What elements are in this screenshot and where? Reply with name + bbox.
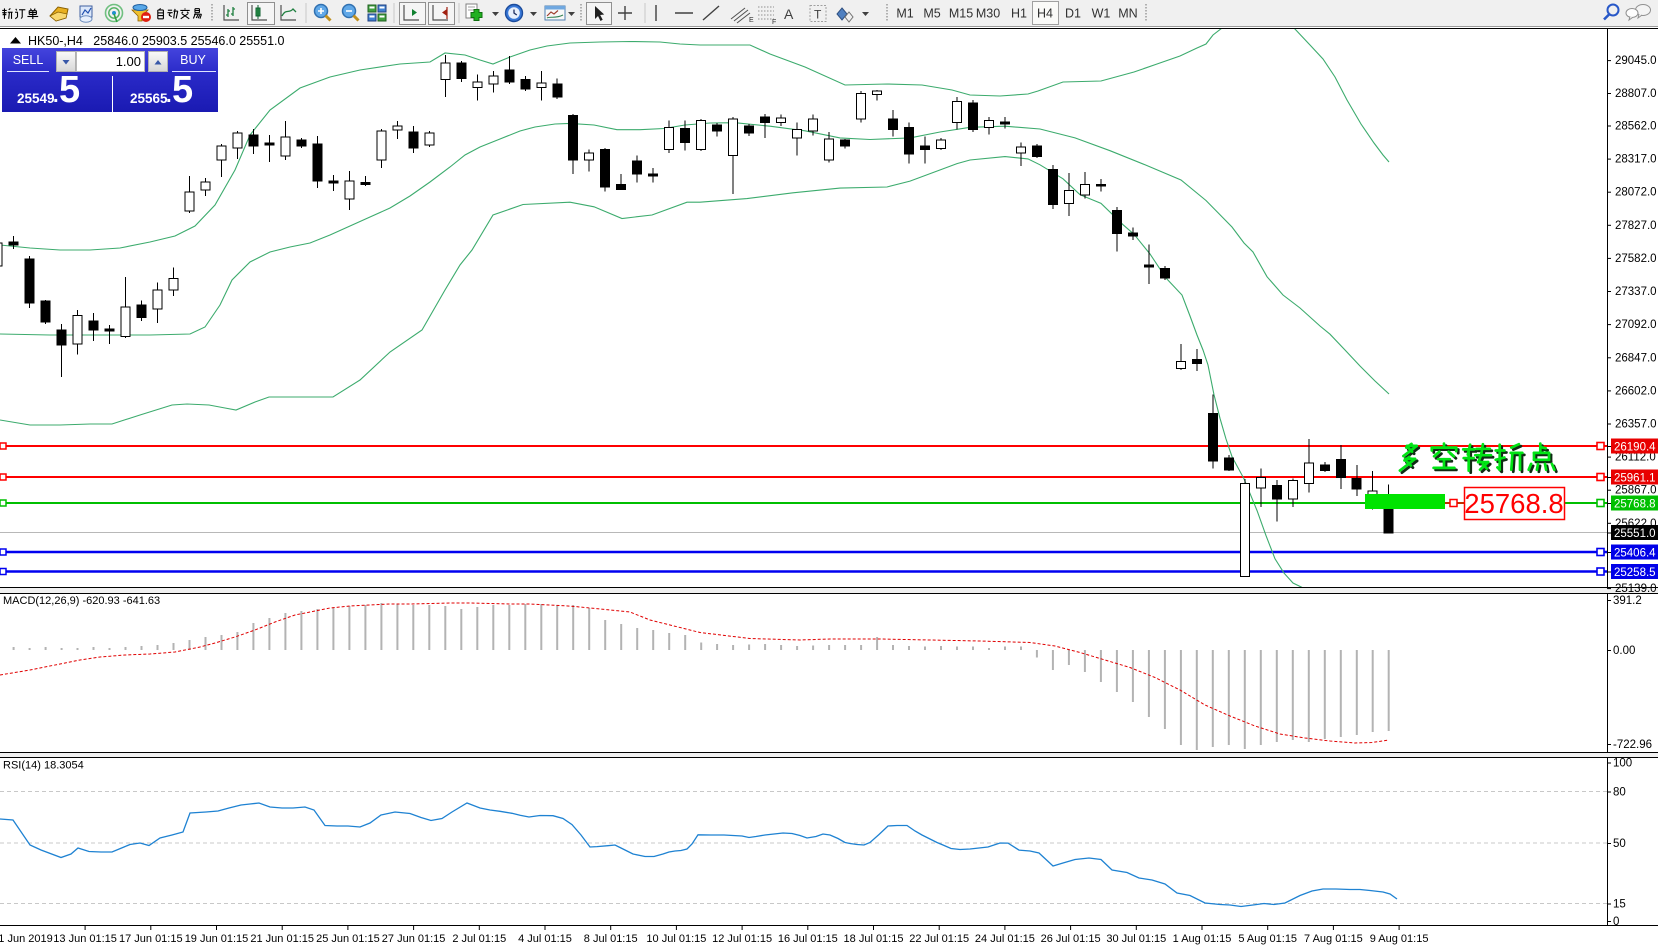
svg-text:26112.0: 26112.0: [1615, 452, 1656, 464]
svg-text:25406.4: 25406.4: [1614, 548, 1656, 560]
svg-text:28072.0: 28072.0: [1615, 187, 1657, 199]
svg-text:8 Jul 01:15: 8 Jul 01:15: [584, 933, 638, 945]
svg-text:E: E: [749, 17, 754, 24]
svg-text:M1: M1: [896, 7, 913, 21]
svg-text:25768.8: 25768.8: [1464, 488, 1563, 519]
svg-text:16 Jul 01:15: 16 Jul 01:15: [778, 933, 838, 945]
svg-text:MN: MN: [1118, 7, 1137, 21]
svg-text:25551.0: 25551.0: [1614, 528, 1656, 540]
svg-text:2 Jul 01:15: 2 Jul 01:15: [452, 933, 506, 945]
svg-text:22 Jul 01:15: 22 Jul 01:15: [909, 933, 969, 945]
svg-text:T: T: [814, 8, 822, 22]
svg-text:25258.5: 25258.5: [1614, 567, 1656, 579]
svg-text:11 Jun 2019: 11 Jun 2019: [0, 933, 53, 945]
svg-text:W1: W1: [1092, 7, 1111, 21]
svg-text:30 Jul 01:15: 30 Jul 01:15: [1106, 933, 1166, 945]
svg-text:26602.0: 26602.0: [1615, 385, 1657, 397]
svg-text:10 Jul 01:15: 10 Jul 01:15: [646, 933, 706, 945]
svg-text:12 Jul 01:15: 12 Jul 01:15: [712, 933, 772, 945]
svg-text:21 Jun 01:15: 21 Jun 01:15: [250, 933, 314, 945]
svg-text:27092.0: 27092.0: [1615, 319, 1657, 331]
svg-text:27582.0: 27582.0: [1615, 253, 1657, 265]
svg-text:19 Jun 01:15: 19 Jun 01:15: [185, 933, 249, 945]
svg-text:50: 50: [1613, 838, 1626, 850]
svg-text:4 Jul 01:15: 4 Jul 01:15: [518, 933, 572, 945]
svg-text:80: 80: [1613, 787, 1626, 799]
svg-text:27 Jun 01:15: 27 Jun 01:15: [382, 933, 446, 945]
svg-text:26357.0: 26357.0: [1615, 419, 1657, 431]
svg-text:26847.0: 26847.0: [1615, 352, 1657, 364]
svg-text:26 Jul 01:15: 26 Jul 01:15: [1041, 933, 1101, 945]
svg-text:15: 15: [1613, 899, 1626, 911]
svg-text:9 Aug 01:15: 9 Aug 01:15: [1370, 933, 1429, 945]
svg-text:17 Jun 01:15: 17 Jun 01:15: [119, 933, 183, 945]
svg-text:A: A: [784, 6, 794, 22]
svg-text:H1: H1: [1011, 7, 1027, 21]
svg-text:MACD(12,26,9) -620.93 -641.63: MACD(12,26,9) -620.93 -641.63: [3, 595, 160, 607]
svg-text:28562.0: 28562.0: [1615, 121, 1657, 133]
svg-text:25139.0: 25139.0: [1615, 583, 1657, 595]
svg-text:RSI(14) 18.3054: RSI(14) 18.3054: [3, 760, 84, 772]
svg-text:-722.96: -722.96: [1613, 739, 1652, 751]
svg-text:M15: M15: [949, 7, 973, 21]
svg-text:25867.0: 25867.0: [1615, 485, 1657, 497]
svg-text:HK50-,H4 25846.0 25903.5 255: HK50-,H4 25846.0 25903.5 25546.0 25551.0: [28, 34, 285, 48]
svg-text:29045.0: 29045.0: [1615, 55, 1657, 67]
svg-text:24 Jul 01:15: 24 Jul 01:15: [975, 933, 1035, 945]
svg-text:28807.0: 28807.0: [1615, 88, 1657, 100]
svg-text:25 Jun 01:15: 25 Jun 01:15: [316, 933, 380, 945]
svg-text:27337.0: 27337.0: [1615, 286, 1657, 298]
svg-text:H4: H4: [1037, 7, 1053, 21]
svg-text:0: 0: [1613, 916, 1619, 928]
svg-text:5 Aug 01:15: 5 Aug 01:15: [1238, 933, 1297, 945]
svg-text:27827.0: 27827.0: [1615, 220, 1657, 232]
svg-text:25768.8: 25768.8: [1614, 499, 1656, 511]
svg-text:1 Aug 01:15: 1 Aug 01:15: [1173, 933, 1232, 945]
svg-text:F: F: [772, 19, 776, 26]
svg-text:M30: M30: [976, 7, 1000, 21]
svg-text:18 Jul 01:15: 18 Jul 01:15: [844, 933, 904, 945]
svg-text:26190.4: 26190.4: [1614, 442, 1656, 454]
svg-text:0.00: 0.00: [1613, 645, 1635, 657]
svg-text:13 Jun 01:15: 13 Jun 01:15: [53, 933, 117, 945]
svg-text:391.2: 391.2: [1613, 595, 1642, 607]
svg-text:D1: D1: [1065, 7, 1081, 21]
svg-text:25961.1: 25961.1: [1614, 473, 1656, 485]
svg-text:28317.0: 28317.0: [1615, 154, 1657, 166]
svg-text:7 Aug 01:15: 7 Aug 01:15: [1304, 933, 1363, 945]
svg-text:100: 100: [1613, 758, 1632, 770]
svg-text:M5: M5: [923, 7, 940, 21]
